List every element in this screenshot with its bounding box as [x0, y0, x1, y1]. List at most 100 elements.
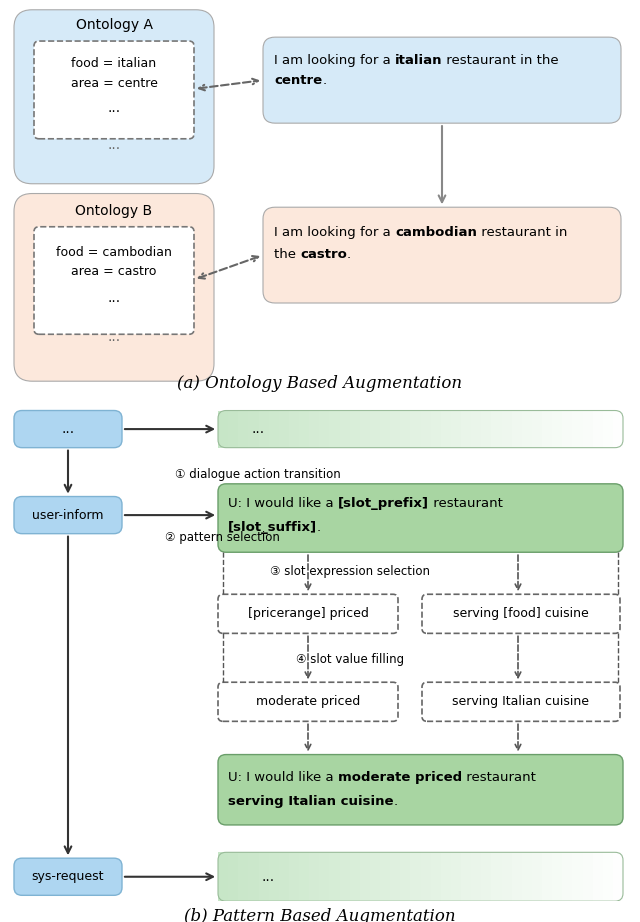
Bar [238, 410, 248, 448]
Text: .: . [317, 521, 321, 535]
FancyBboxPatch shape [263, 37, 621, 124]
Bar [481, 852, 492, 901]
Text: [slot_suffix]: [slot_suffix] [228, 521, 317, 535]
Bar [582, 852, 593, 901]
Bar [502, 410, 511, 448]
Bar [441, 852, 451, 901]
Text: moderate priced: moderate priced [338, 771, 462, 784]
Text: sys-request: sys-request [32, 870, 104, 883]
Bar [228, 410, 238, 448]
Bar [289, 852, 299, 901]
Text: Ontology B: Ontology B [76, 204, 152, 219]
Bar [492, 410, 502, 448]
Bar [431, 852, 441, 901]
Text: I am looking for a: I am looking for a [274, 54, 395, 67]
Text: food = cambodian: food = cambodian [56, 245, 172, 259]
Bar [492, 852, 502, 901]
Bar [218, 410, 228, 448]
Bar [471, 852, 481, 901]
Bar [542, 410, 552, 448]
FancyBboxPatch shape [14, 497, 122, 534]
Bar [593, 852, 603, 901]
Bar [511, 410, 522, 448]
Text: ④ slot value filling: ④ slot value filling [296, 654, 404, 667]
Text: moderate priced: moderate priced [256, 695, 360, 708]
Bar [572, 410, 582, 448]
Bar [431, 410, 441, 448]
Bar [451, 852, 461, 901]
Bar [299, 852, 309, 901]
Bar [259, 852, 269, 901]
FancyBboxPatch shape [263, 207, 621, 303]
Bar [370, 852, 380, 901]
Text: ...: ... [108, 100, 120, 114]
Bar [563, 852, 572, 901]
Bar [330, 852, 339, 901]
Bar [349, 410, 360, 448]
FancyBboxPatch shape [218, 595, 398, 633]
Bar [441, 410, 451, 448]
Bar [471, 410, 481, 448]
Text: restaurant: restaurant [462, 771, 536, 784]
Bar [349, 852, 360, 901]
Bar [420, 852, 431, 901]
Text: .: . [347, 248, 351, 261]
Text: ...: ... [252, 422, 264, 436]
Bar [603, 852, 613, 901]
Text: ③ slot expression selection: ③ slot expression selection [270, 565, 430, 578]
Text: serving Italian cuisine: serving Italian cuisine [228, 795, 394, 808]
Text: ...: ... [261, 869, 275, 884]
Bar [542, 852, 552, 901]
Bar [319, 852, 330, 901]
Bar [613, 410, 623, 448]
Bar [410, 852, 420, 901]
Bar [390, 410, 400, 448]
Text: serving Italian cuisine: serving Italian cuisine [452, 695, 589, 708]
Bar [248, 410, 259, 448]
Bar [380, 410, 390, 448]
Text: Ontology A: Ontology A [76, 18, 152, 32]
Text: (a) Ontology Based Augmentation: (a) Ontology Based Augmentation [177, 374, 463, 392]
Text: the: the [274, 248, 300, 261]
Bar [593, 410, 603, 448]
FancyBboxPatch shape [422, 682, 620, 721]
Text: user-inform: user-inform [32, 509, 104, 522]
FancyBboxPatch shape [34, 41, 194, 139]
Bar [582, 410, 593, 448]
Bar [572, 852, 582, 901]
Bar [461, 852, 471, 901]
Bar [238, 852, 248, 901]
Bar [511, 852, 522, 901]
Text: U: I would like a: U: I would like a [228, 497, 338, 510]
FancyBboxPatch shape [218, 484, 623, 552]
Bar [269, 410, 279, 448]
Bar [563, 410, 572, 448]
Text: (b) Pattern Based Augmentation: (b) Pattern Based Augmentation [184, 908, 456, 922]
Bar [390, 852, 400, 901]
Bar [420, 410, 431, 448]
Text: cambodian: cambodian [395, 226, 477, 239]
Bar [279, 852, 289, 901]
Bar [259, 410, 269, 448]
Text: [pricerange] priced: [pricerange] priced [248, 608, 369, 621]
Bar [319, 410, 330, 448]
Text: .: . [394, 795, 397, 808]
Bar [269, 852, 279, 901]
Bar [552, 410, 563, 448]
Bar [339, 410, 349, 448]
Bar [451, 410, 461, 448]
Bar [532, 410, 542, 448]
Bar [299, 410, 309, 448]
Bar [481, 410, 492, 448]
Bar [410, 410, 420, 448]
Text: .: . [322, 74, 326, 87]
Text: ① dialogue action transition: ① dialogue action transition [175, 467, 340, 480]
Bar [522, 852, 532, 901]
Text: ② pattern selection: ② pattern selection [165, 531, 280, 544]
Bar [603, 410, 613, 448]
Bar [228, 852, 238, 901]
Bar [552, 852, 563, 901]
Text: ...: ... [61, 422, 75, 436]
FancyBboxPatch shape [218, 754, 623, 825]
Bar [279, 410, 289, 448]
